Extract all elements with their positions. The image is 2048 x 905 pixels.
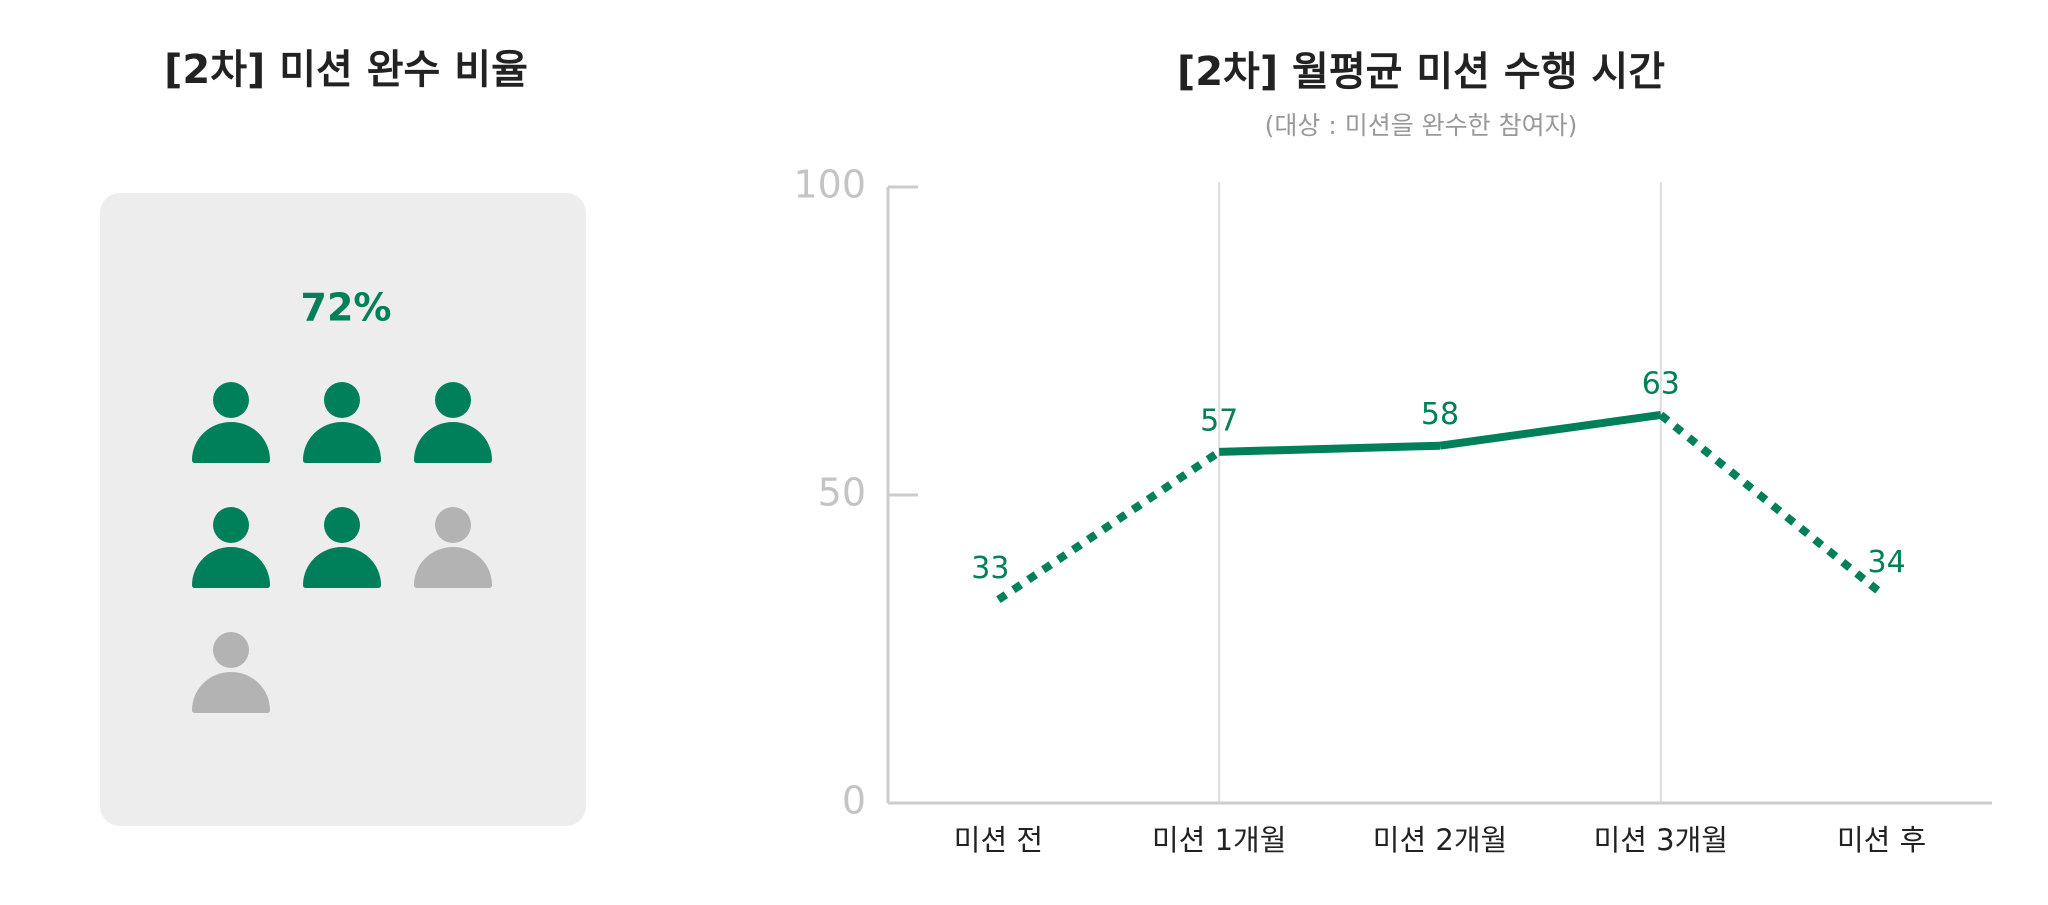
line-segment bbox=[1219, 441, 1441, 456]
data-label: 57 bbox=[1200, 403, 1238, 438]
data-label: 58 bbox=[1421, 397, 1459, 432]
line-segment bbox=[996, 448, 1222, 604]
line-segment bbox=[1658, 411, 1885, 597]
icon-head bbox=[324, 382, 360, 418]
icon-body bbox=[414, 422, 492, 463]
person-icon bbox=[303, 507, 381, 588]
icon-head bbox=[213, 507, 249, 543]
icon-body bbox=[303, 422, 381, 463]
x-tick-label: 미션 1개월 bbox=[1152, 823, 1286, 857]
data-label: 63 bbox=[1642, 366, 1680, 401]
icon-head bbox=[213, 382, 249, 418]
x-tick-label: 미션 후 bbox=[1837, 823, 1926, 857]
line-title: [2차] 월평균 미션 수행 시간 bbox=[1177, 49, 1665, 95]
person-icon bbox=[192, 382, 270, 463]
pictogram-title: [2차] 미션 완수 비율 bbox=[164, 47, 528, 93]
icon-body bbox=[303, 547, 381, 588]
icon-body bbox=[192, 547, 270, 588]
y-tick-label: 100 bbox=[793, 163, 866, 207]
person-icon bbox=[414, 507, 492, 588]
person-icon bbox=[414, 382, 492, 463]
subtitle: (대상 : 미션을 완수한 참여자) bbox=[1265, 111, 1578, 140]
x-tick-label: 미션 3개월 bbox=[1594, 823, 1728, 857]
person-icon bbox=[303, 382, 381, 463]
person-icon bbox=[192, 507, 270, 588]
icon-head bbox=[435, 382, 471, 418]
value-label: 72% bbox=[301, 286, 392, 330]
icon-head bbox=[324, 507, 360, 543]
icon-head bbox=[435, 507, 471, 543]
y-tick-label: 50 bbox=[818, 471, 866, 515]
x-tick-label: 미션 전 bbox=[954, 823, 1043, 857]
icon-body bbox=[192, 422, 270, 463]
data-label: 34 bbox=[1868, 545, 1906, 580]
icon-head bbox=[213, 632, 249, 668]
y-tick-label: 0 bbox=[842, 779, 866, 823]
x-tick-label: 미션 2개월 bbox=[1373, 823, 1507, 857]
data-label: 33 bbox=[971, 551, 1009, 586]
icon-body bbox=[192, 672, 270, 713]
person-icon bbox=[192, 632, 270, 713]
line-segment bbox=[1439, 410, 1662, 450]
icon-body bbox=[414, 547, 492, 588]
